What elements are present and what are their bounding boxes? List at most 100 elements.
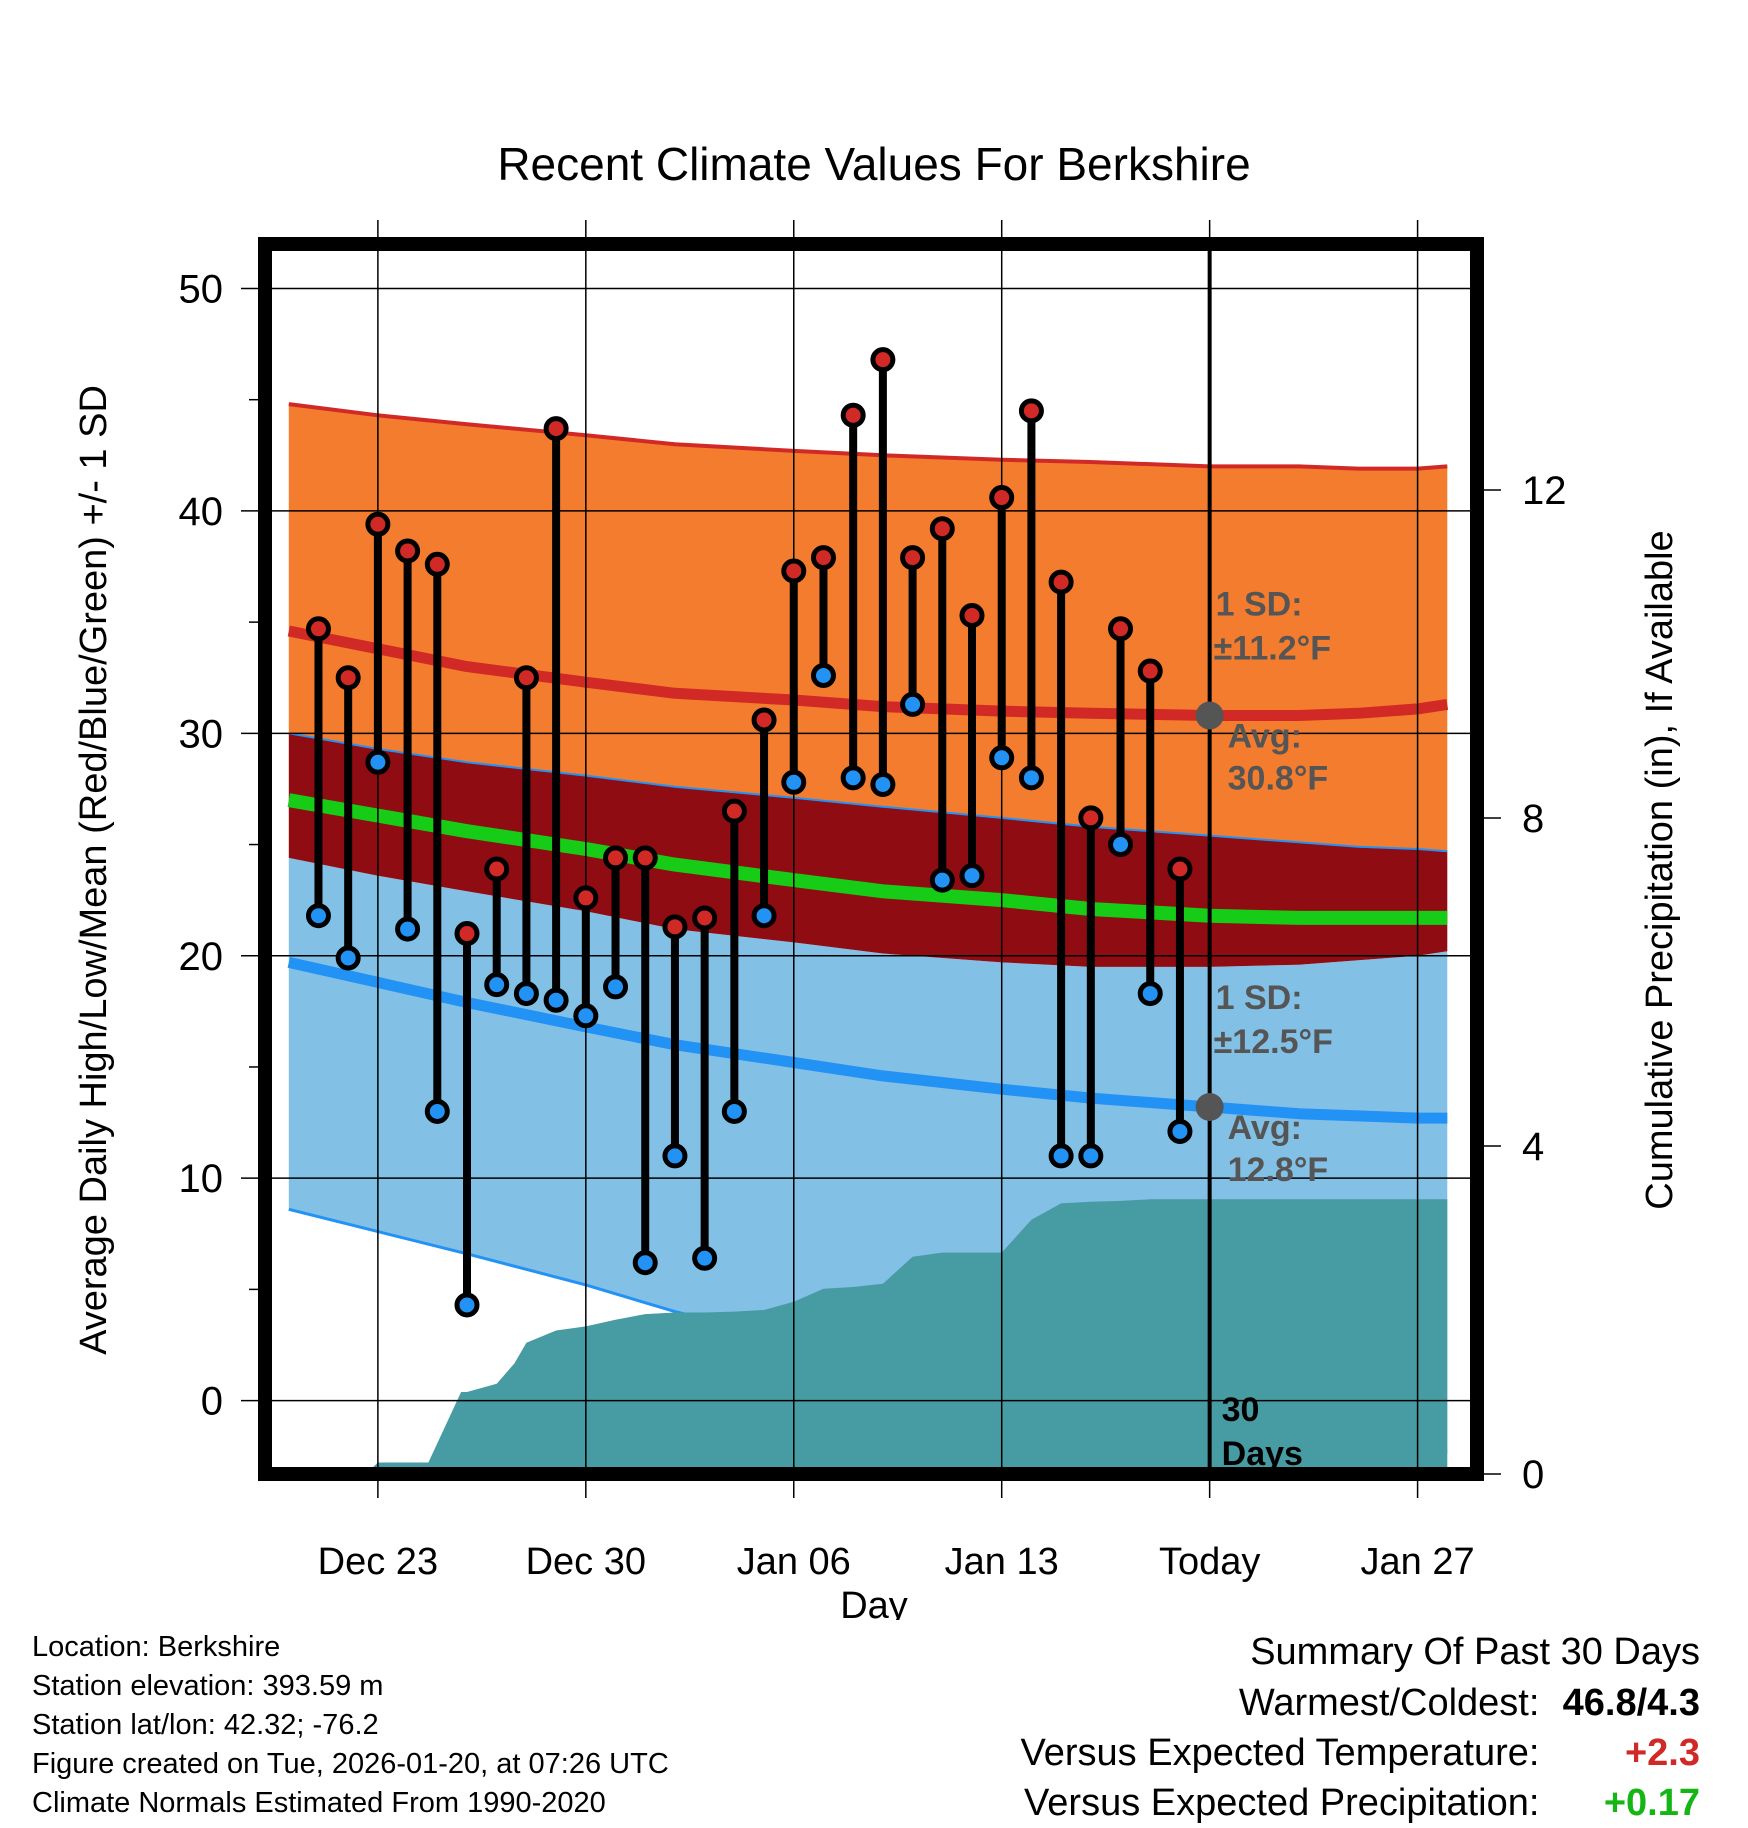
chart-title: Recent Climate Values For Berkshire: [497, 138, 1250, 190]
low-avg-label-value: 12.8°F: [1228, 1151, 1329, 1189]
daily-high-point: [305, 616, 331, 642]
today-high-avg-marker: [1195, 701, 1224, 730]
summary-panel: Summary Of Past 30 Days Warmest/Coldest:…: [700, 1626, 1700, 1828]
x-tick-label: Jan 06: [737, 1541, 851, 1583]
summary-warmest-row: Warmest/Coldest: 46.8/4.3: [700, 1678, 1700, 1728]
x-axis-label: Day: [840, 1585, 908, 1620]
plot-frame: [258, 237, 1484, 1481]
high-sd-top-line: [288, 402, 1448, 471]
high-sd-band: [288, 404, 1448, 852]
daily-low-point: [513, 981, 539, 1007]
temp-value: +2.3: [1624, 1732, 1700, 1774]
y2-tick-label: 8: [1522, 797, 1544, 841]
precip-value: +0.17: [1603, 1782, 1700, 1824]
daily-high-point: [335, 665, 361, 691]
daily-high-point: [603, 845, 629, 871]
daily-high-point: [1078, 805, 1104, 831]
daily-low-point: [781, 769, 807, 795]
daily-low-point: [543, 987, 569, 1013]
low-avg-line: [287, 957, 1448, 1124]
y-tick-label: 50: [179, 267, 224, 311]
daily-high-point: [810, 545, 836, 571]
summary-precip-row: Versus Expected Precipitation: +0.17: [700, 1778, 1700, 1828]
daily-high-point: [1048, 569, 1074, 595]
daily-high-point: [1018, 398, 1044, 424]
daily-low-point: [870, 771, 896, 797]
daily-low-point: [1078, 1143, 1104, 1169]
days-label-number: 30: [1222, 1391, 1260, 1429]
daily-low-point: [959, 863, 985, 889]
y2-axis-label: Cumulative Precipitation (in), If Availa…: [1639, 530, 1681, 1209]
daily-low-point: [1137, 981, 1163, 1007]
daily-low-point: [929, 867, 955, 893]
daily-high-point: [692, 905, 718, 931]
daily-low-point: [365, 749, 391, 775]
daily-low-point: [335, 945, 361, 971]
daily-high-point: [662, 914, 688, 940]
x-tick-label: Dec 30: [526, 1541, 646, 1583]
daily-high-point: [721, 798, 747, 824]
daily-high-point: [840, 402, 866, 428]
elevation-text: Station elevation: 393.59 m: [32, 1670, 384, 1702]
daily-high-point: [1167, 856, 1193, 882]
daily-high-point: [424, 551, 450, 577]
y-tick-label: 40: [179, 490, 224, 534]
daily-high-point: [484, 856, 510, 882]
warmest-label: Warmest/Coldest:: [1238, 1682, 1540, 1724]
daily-high-point: [1137, 658, 1163, 684]
daily-high-point: [365, 511, 391, 537]
x-tick-label: Today: [1159, 1541, 1260, 1583]
daily-low-point: [1108, 832, 1134, 858]
daily-high-point: [573, 885, 599, 911]
daily-low-point: [1018, 765, 1044, 791]
climate-chart: Recent Climate Values For Berkshire 1 SD…: [73, 138, 1681, 1620]
normals-text: Climate Normals Estimated From 1990-2020: [32, 1787, 606, 1819]
daily-high-point: [395, 538, 421, 564]
daily-low-point: [751, 903, 777, 929]
y2-tick-label: 0: [1522, 1453, 1544, 1497]
y-tick-label: 30: [179, 712, 224, 756]
daily-low-point: [573, 1003, 599, 1029]
daily-low-point: [1167, 1118, 1193, 1144]
high-sd-label-value: ±11.2°F: [1214, 630, 1331, 668]
daily-low-point: [454, 1292, 480, 1318]
plot-area: 1 SD: ±11.2°F Avg: 30.8°F 1 SD: ±12.5°F Avg: 12…: [272, 251, 1470, 1473]
daily-low-point: [484, 972, 510, 998]
high-avg-label-value: 30.8°F: [1228, 760, 1329, 798]
y-axis-label: Average Daily High/Low/Mean (Red/Blue/Gr…: [73, 385, 115, 1355]
daily-high-point: [781, 558, 807, 584]
summary-title: Summary Of Past 30 Days: [1250, 1631, 1700, 1673]
high-sd-label-head: 1 SD:: [1216, 586, 1303, 624]
days-label-word: Days: [1222, 1435, 1303, 1473]
daily-high-point: [929, 516, 955, 542]
daily-low-point: [692, 1245, 718, 1271]
daily-low-point: [305, 903, 331, 929]
latlon-text: Station lat/lon: 42.32; -76.2: [32, 1709, 379, 1741]
precip-label: Versus Expected Precipitation:: [1024, 1782, 1540, 1824]
daily-low-point: [662, 1143, 688, 1169]
x-tick-label: Jan 13: [945, 1541, 1059, 1583]
created-text: Figure created on Tue, 2026-01-20, at 07…: [32, 1748, 669, 1780]
daily-high-point: [632, 845, 658, 871]
daily-low-point: [810, 663, 836, 689]
daily-low-point: [840, 765, 866, 791]
daily-high-point: [751, 707, 777, 733]
low-sd-label-head: 1 SD:: [1216, 979, 1303, 1017]
daily-low-point: [989, 745, 1015, 771]
station-info: Location: Berkshire Station elevation: 3…: [32, 1628, 669, 1823]
daily-high-point: [1108, 616, 1134, 642]
daily-low-point: [603, 974, 629, 1000]
location-text: Location: Berkshire: [32, 1631, 281, 1663]
y-tick-label: 20: [179, 935, 224, 979]
y-tick-label: 10: [179, 1157, 224, 1201]
plot-content: 1 SD: ±11.2°F Avg: 30.8°F 1 SD: ±12.5°F Avg: 12…: [272, 251, 1470, 1473]
y2-tick-label: 12: [1522, 469, 1567, 513]
daily-high-point: [900, 545, 926, 571]
daily-low-point: [632, 1250, 658, 1276]
daily-high-point: [454, 921, 480, 947]
daily-high-point: [870, 347, 896, 373]
daily-low-point: [721, 1098, 747, 1124]
low-sd-label-value: ±12.5°F: [1214, 1023, 1333, 1061]
daily-high-point: [513, 665, 539, 691]
warmest-value: 46.8/4.3: [1562, 1682, 1700, 1724]
